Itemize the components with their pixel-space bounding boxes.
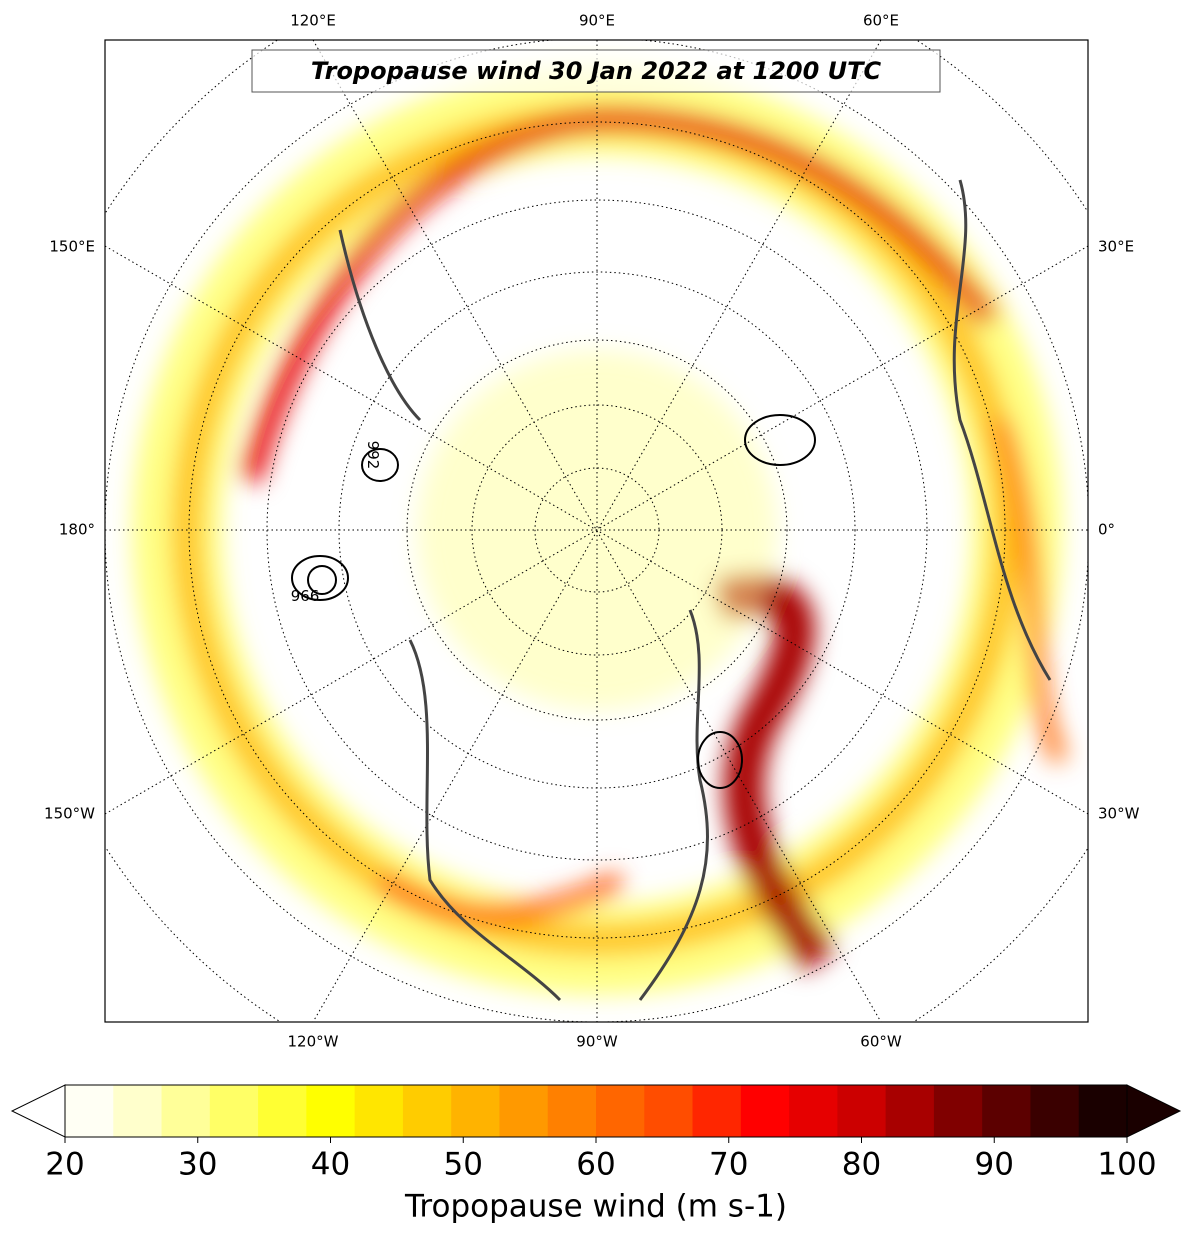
lon-label: 60°E [863,12,899,30]
colorbar-tick-label: 80 [842,1147,881,1183]
map-title: Tropopause wind 30 Jan 2022 at 1200 UTC [311,57,882,85]
lon-label: 30°W [1098,805,1140,823]
colorbar-tick-label: 100 [1097,1147,1156,1183]
colorbar-swatch [258,1085,307,1137]
colorbar: 20 30 40 50 60 70 80 90 100 [10,1084,1182,1183]
colorbar-swatch [306,1085,356,1137]
lon-label: 120°W [288,1033,339,1051]
contour-label: 992 [364,441,382,470]
colorbar-swatch [209,1085,259,1137]
lon-label: 120°E [290,12,336,30]
lon-label: 30°E [1098,238,1134,256]
colorbar-swatch [354,1085,404,1137]
lon-label: 90°W [576,1033,618,1051]
contour-label: 996 [291,586,320,604]
colorbar-tick-label: 70 [709,1147,748,1183]
colorbar-swatch [933,1085,983,1137]
colorbar-swatch [451,1085,500,1137]
colorbar-tick-label: 50 [444,1147,483,1183]
colorbar-swatch [644,1085,694,1137]
colorbar-tick-label: 90 [975,1147,1014,1183]
colorbar-swatch [740,1085,790,1137]
colorbar-swatch [499,1085,549,1137]
map-field: 992 996 [105,40,1088,1022]
colorbar-swatch [837,1085,887,1137]
colorbar-extend-high [1126,1084,1182,1138]
colorbar-swatch [402,1085,452,1137]
colorbar-swatch [1030,1085,1080,1137]
colorbar-swatch [547,1085,597,1137]
colorbar-label: Tropopause wind (m s-1) [404,1189,787,1225]
colorbar-swatch [1078,1085,1128,1137]
colorbar-swatch [596,1085,645,1137]
colorbar-swatch [692,1085,742,1137]
colorbar-swatch [885,1085,935,1137]
colorbar-swatch [113,1085,163,1137]
colorbar-swatch [982,1085,1031,1137]
lon-label: 60°W [860,1033,902,1051]
colorbar-tick-label: 60 [576,1147,615,1183]
colorbar-swatch [161,1085,211,1137]
lon-label: 0° [1098,521,1115,539]
lon-label: 150°W [44,805,95,823]
lon-label: 90°E [579,12,615,30]
colorbar-tick-label: 40 [311,1147,350,1183]
title-box [251,49,941,93]
lon-label: 150°E [49,238,95,256]
map-frame [104,39,1089,1023]
colorbar-swatch [789,1085,838,1137]
colorbar-tick-label: 30 [178,1147,217,1183]
colorbar-swatch [65,1085,114,1137]
colorbar-tick-label: 20 [45,1147,84,1183]
colorbar-extend-low [10,1084,66,1138]
lon-label: 180° [59,521,95,539]
